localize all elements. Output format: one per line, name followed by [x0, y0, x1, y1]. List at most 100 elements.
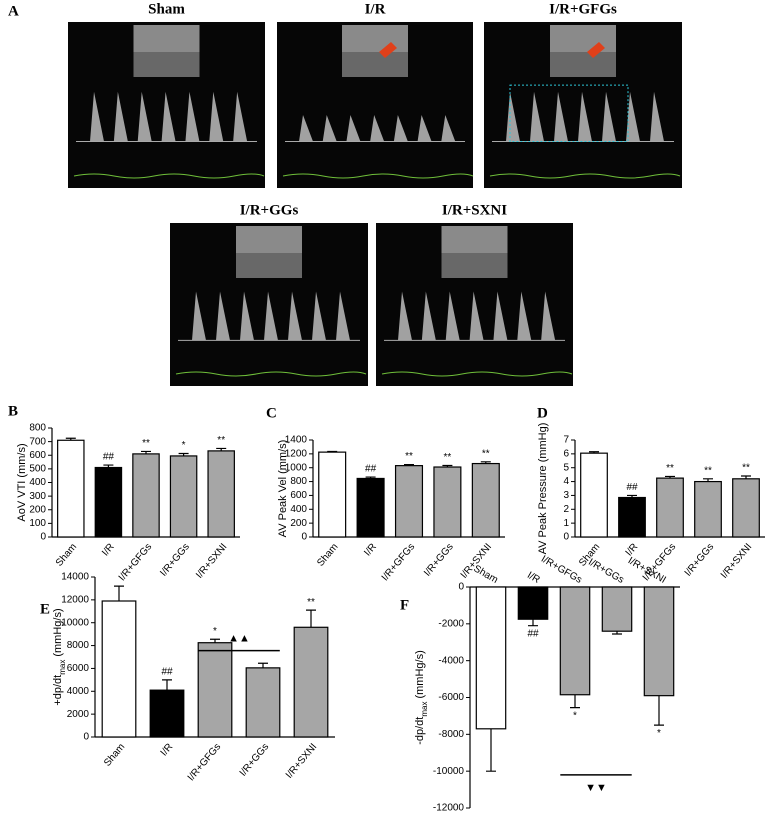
y-tick-label: 700 [29, 436, 46, 447]
x-tick-label: I/R+GFGs [186, 742, 224, 784]
error-bar [480, 461, 491, 464]
x-tick-label: I/R+GFGs [539, 554, 584, 586]
significance-label: ** [142, 438, 150, 449]
panel-letter: C [266, 405, 277, 421]
x-tick-label: I/R+GGs [683, 542, 717, 579]
ecg-trace [175, 371, 367, 377]
y-tick-label: -2000 [438, 618, 464, 629]
significance-label: * [657, 728, 661, 739]
y-tick-label: 400 [290, 504, 307, 515]
y-tick-label: 1000 [285, 462, 308, 473]
significance-label: ** [444, 452, 452, 463]
bar [517, 586, 549, 620]
y-axis-label-sub: max [58, 660, 67, 675]
error-bar [589, 451, 599, 454]
ecg-trace [282, 173, 474, 179]
error-bar [741, 475, 751, 479]
comparison-label: ▼▼ [585, 782, 607, 794]
ecg-trace [381, 371, 573, 377]
ultrasound-inset-shade [133, 52, 200, 77]
y-axis-label: AV Peak Pressure (mmHg) [537, 423, 549, 555]
bar [101, 600, 137, 738]
panel-letter: B [8, 403, 18, 419]
error-bar [141, 450, 151, 454]
significance-label: ** [666, 463, 674, 474]
panel-letter: A [8, 3, 19, 19]
x-tick-label: I/R+SXNI [719, 542, 754, 581]
y-tick-label: 1200 [285, 448, 308, 459]
x-tick-label: I/R+SXNI [194, 542, 229, 581]
panel-letter: D [537, 405, 548, 421]
y-tick-label: 14000 [61, 572, 89, 583]
image-title: I/R+SXNI [442, 202, 507, 218]
ultrasound-inset-shade [441, 253, 508, 278]
error-bar [528, 619, 538, 627]
y-tick-label: 200 [290, 518, 307, 529]
y-axis-label-sub: max [420, 702, 429, 717]
bar [132, 453, 160, 538]
panel-letter: F [400, 597, 409, 613]
y-tick-label: 6000 [67, 663, 90, 674]
significance-label: ## [365, 464, 377, 475]
significance-label: ## [527, 628, 539, 639]
y-tick-label: 0 [563, 532, 569, 543]
y-tick-label: 500 [29, 464, 46, 475]
x-tick-label: I/R+GGs [158, 542, 192, 579]
bar [169, 455, 198, 538]
doppler-waveform [90, 91, 248, 142]
y-tick-label: 2000 [67, 709, 90, 720]
y-axis-label-main: +dp/dt [52, 675, 64, 706]
y-axis-label: +dp/dtmax (mmHg/s) [52, 608, 67, 705]
y-tick-label: -6000 [438, 692, 464, 703]
measurement-overlay [509, 84, 629, 143]
error-bar [210, 638, 220, 643]
significance-label: ## [626, 482, 638, 493]
error-bar [216, 447, 227, 451]
y-tick-label: 1400 [285, 435, 308, 446]
y-tick-label: 4000 [67, 686, 90, 697]
y-tick-label: 0 [40, 532, 46, 543]
image-title: I/R+GFGs [549, 1, 617, 17]
y-tick-label: -10000 [433, 766, 465, 777]
significance-label: ** [405, 451, 413, 462]
y-axis-label: AoV VTI (mm/s) [16, 443, 28, 521]
y-tick-label: 6 [563, 448, 569, 459]
y-tick-label: 0 [301, 532, 307, 543]
ultrasound-inset-shade [236, 253, 302, 278]
bar [433, 466, 462, 538]
y-tick-label: 1 [563, 518, 569, 529]
x-tick-label: Sham [315, 542, 340, 569]
bar [580, 452, 608, 538]
y-tick-label: 600 [290, 490, 307, 501]
significance-label: * [573, 710, 577, 721]
error-bar [442, 464, 453, 468]
error-bar [162, 679, 172, 691]
bar [207, 450, 235, 538]
error-bar [258, 662, 268, 668]
y-axis-label-main: -dp/dt [414, 717, 426, 745]
x-tick-label: I/R+SXNI [284, 742, 319, 781]
ecg-trace [489, 173, 681, 179]
error-bar [612, 631, 622, 635]
x-tick-label: I/R [159, 742, 176, 759]
y-tick-label: 0 [458, 582, 464, 593]
x-tick-label: Sham [54, 542, 79, 569]
y-tick-label: 800 [29, 423, 46, 434]
x-tick-label: I/R [525, 570, 542, 586]
y-tick-label: 100 [29, 518, 46, 529]
error-bar [703, 478, 713, 482]
y-tick-label: 10000 [61, 617, 89, 628]
significance-label: ## [103, 452, 115, 463]
y-tick-label: -12000 [433, 803, 465, 814]
x-tick-label: I/R [100, 542, 117, 559]
x-tick-label: I/R [362, 542, 379, 559]
y-tick-label: 800 [290, 476, 307, 487]
y-tick-label: 400 [29, 477, 46, 488]
x-tick-label: I/R+GFGs [117, 542, 155, 584]
y-axis-label: -dp/dtmax (mmHg/s) [414, 650, 429, 745]
doppler-waveform [299, 114, 456, 142]
panel-letter: E [40, 601, 50, 617]
bar [643, 586, 675, 697]
error-bar [65, 437, 76, 441]
